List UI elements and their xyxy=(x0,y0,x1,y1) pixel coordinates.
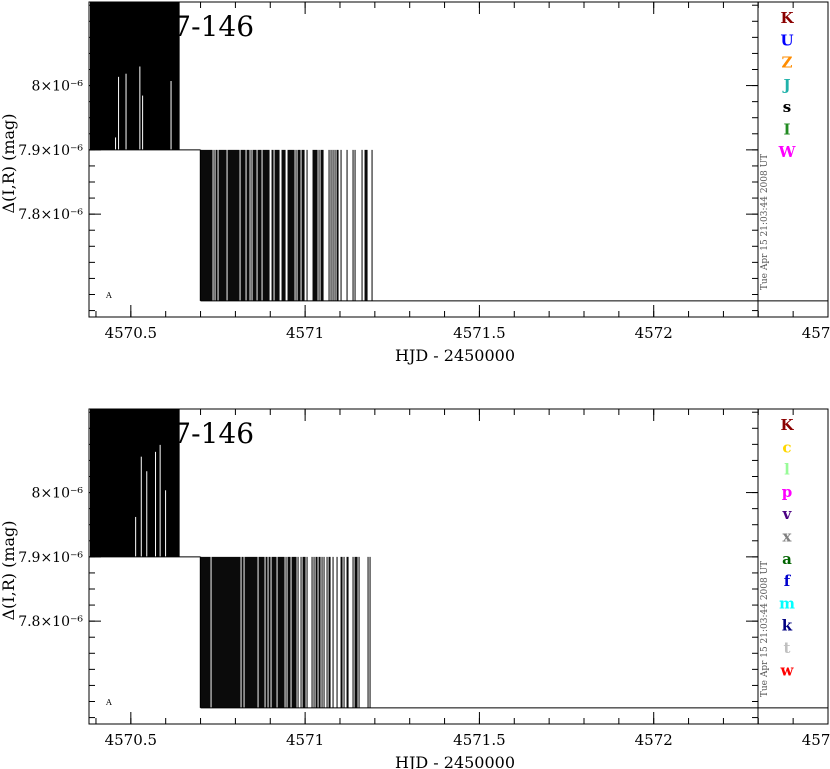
corner-marker: A xyxy=(105,291,112,300)
x-tick-label: 4572.5 xyxy=(802,731,830,749)
legend-entry-c: c xyxy=(782,438,791,456)
legend-entry-W: W xyxy=(778,143,797,161)
y-tick-label: 7.9×10⁻⁶ xyxy=(18,550,83,566)
y-tick-label: 7.8×10⁻⁶ xyxy=(18,614,83,630)
timestamp: Tue Apr 15 21:03:44 2008 UT xyxy=(760,561,770,697)
legend-entry-s: s xyxy=(783,98,791,116)
x-axis-label: HJD - 2450000 xyxy=(395,346,515,365)
legend-entry-m: m xyxy=(779,594,795,612)
data-block-1 xyxy=(90,409,180,557)
data-block-1 xyxy=(90,2,180,150)
x-tick-label: 4572 xyxy=(635,731,673,749)
legend-entry-l: l xyxy=(784,461,790,479)
y-tick-label: 8×10⁻⁶ xyxy=(32,79,84,95)
legend-entry-w: w xyxy=(780,661,795,679)
corner-marker: A xyxy=(105,698,112,707)
legend-entry-t: t xyxy=(784,639,791,657)
x-tick-label: 4570.5 xyxy=(105,731,158,749)
legend-entry-k: k xyxy=(782,617,793,635)
x-tick-label: 4571 xyxy=(286,324,324,342)
y-tick-label: 8×10⁻⁶ xyxy=(32,486,84,502)
y-tick-label: 7.8×10⁻⁶ xyxy=(18,207,83,223)
plot-frame xyxy=(88,408,829,725)
data-lines xyxy=(199,556,371,708)
chart-panel-2: KB-07-146A4570.545714571.545724572.58×10… xyxy=(0,408,830,769)
x-tick-label: 4572.5 xyxy=(802,324,830,342)
legend-entry-v: v xyxy=(782,505,793,523)
chart-panel-1: KB-07-146A4570.545714571.545724572.58×10… xyxy=(0,1,830,365)
legend-entry-Z: Z xyxy=(782,54,793,72)
data-lines xyxy=(199,149,373,301)
y-tick-label: 7.9×10⁻⁶ xyxy=(18,143,83,159)
legend-entry-a: a xyxy=(782,550,792,568)
legend-entry-K: K xyxy=(780,9,794,27)
x-axis-label: HJD - 2450000 xyxy=(395,753,515,769)
legend-entry-J: J xyxy=(781,76,790,94)
x-tick-label: 4572 xyxy=(635,324,673,342)
y-axis-label: Δ(I,R) (mag) xyxy=(0,520,18,620)
timestamp: Tue Apr 15 21:03:44 2008 UT xyxy=(760,154,770,290)
x-tick-label: 4571.5 xyxy=(453,324,506,342)
legend-entry-p: p xyxy=(782,483,793,501)
y-axis-label: Δ(I,R) (mag) xyxy=(0,113,18,213)
legend-entry-K: K xyxy=(780,416,794,434)
legend-entry-x: x xyxy=(783,528,793,546)
legend-entry-U: U xyxy=(780,31,793,49)
plot-frame xyxy=(88,1,829,318)
x-tick-label: 4571 xyxy=(286,731,324,749)
x-tick-label: 4570.5 xyxy=(105,324,158,342)
legend-entry-I: I xyxy=(783,121,790,139)
x-tick-label: 4571.5 xyxy=(453,731,506,749)
legend-entry-f: f xyxy=(784,572,792,590)
